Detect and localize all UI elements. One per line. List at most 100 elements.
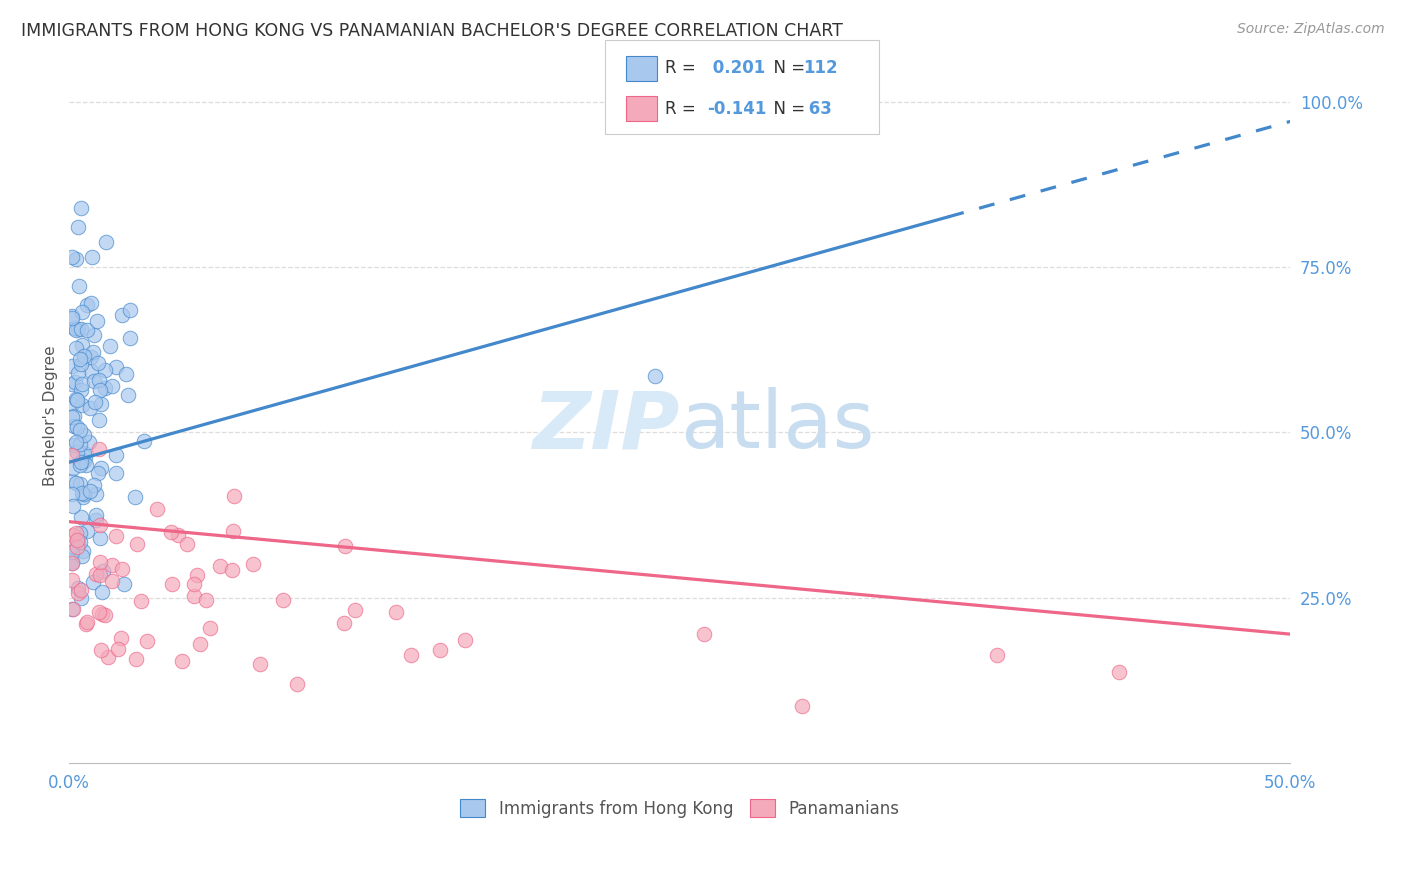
Point [66, 219, 89, 234]
Point [105, 466, 128, 480]
Text: 112: 112 [803, 59, 838, 78]
Point [89, 555, 111, 569]
Point [70, 399, 93, 413]
Point [82, 344, 104, 359]
Point [84, 566, 107, 581]
Point [62, 418, 84, 433]
Text: N =: N = [763, 100, 811, 118]
Point [69, 535, 91, 549]
Point [87, 466, 110, 480]
Point [67, 321, 90, 335]
Point [73, 454, 96, 468]
Point [94, 363, 117, 377]
Text: N =: N = [763, 59, 811, 78]
Point [66, 419, 89, 434]
Point [188, 637, 211, 651]
Point [60, 545, 83, 559]
Point [69, 321, 91, 335]
Point [73, 486, 96, 500]
Point [167, 527, 190, 541]
Point [101, 378, 124, 392]
Text: 63: 63 [803, 100, 832, 118]
Point [69, 583, 91, 598]
Point [60, 556, 83, 570]
Point [66, 393, 89, 408]
Point [62, 602, 84, 616]
Point [162, 577, 184, 591]
Point [60, 539, 83, 553]
Point [62, 527, 84, 541]
Point [90, 643, 112, 657]
Point [644, 369, 666, 384]
Point [87, 373, 110, 387]
Point [285, 676, 308, 690]
Point [63, 320, 86, 334]
Text: IMMIGRANTS FROM HONG KONG VS PANAMANIAN BACHELOR'S DEGREE CORRELATION CHART: IMMIGRANTS FROM HONG KONG VS PANAMANIAN … [21, 22, 844, 40]
Point [90, 607, 112, 621]
Point [60, 309, 83, 323]
Point [186, 567, 208, 582]
Point [66, 586, 89, 600]
Point [82, 575, 104, 590]
Point [118, 303, 141, 318]
Point [70, 376, 93, 391]
Point [60, 573, 83, 587]
Point [221, 563, 243, 577]
Point [105, 449, 128, 463]
Point [1108, 665, 1130, 679]
Point [97, 650, 120, 665]
Point [91, 584, 114, 599]
Point [145, 502, 167, 516]
Point [83, 328, 105, 343]
Point [73, 450, 96, 464]
Point [107, 641, 129, 656]
Text: 0.201: 0.201 [707, 59, 765, 78]
Point [76, 524, 98, 538]
Point [69, 437, 91, 451]
Point [65, 526, 87, 541]
Point [89, 518, 111, 533]
Point [69, 351, 91, 366]
Point [332, 615, 354, 630]
Point [80, 296, 103, 310]
Point [249, 657, 271, 671]
Point [87, 605, 110, 619]
Point [132, 434, 155, 448]
Point [136, 634, 159, 648]
Point [62, 460, 84, 475]
Point [89, 567, 111, 582]
Point [70, 591, 93, 606]
Point [72, 491, 94, 505]
Point [60, 311, 83, 326]
Point [72, 338, 94, 352]
Point [70, 510, 93, 524]
Text: Source: ZipAtlas.com: Source: ZipAtlas.com [1237, 22, 1385, 37]
Point [72, 544, 94, 558]
Point [60, 377, 83, 392]
Point [69, 423, 91, 437]
Point [60, 410, 83, 425]
Point [224, 489, 246, 503]
Y-axis label: Bachelor's Degree: Bachelor's Degree [44, 345, 58, 486]
Point [112, 576, 135, 591]
Point [84, 513, 107, 527]
Point [385, 606, 408, 620]
Point [160, 525, 183, 540]
Point [125, 537, 148, 551]
Point [124, 490, 146, 504]
Point [242, 557, 264, 571]
Point [83, 374, 105, 388]
Point [75, 616, 97, 631]
Point [120, 331, 142, 345]
Point [65, 435, 87, 450]
Point [453, 632, 475, 647]
Text: R =: R = [665, 59, 702, 78]
Point [222, 524, 245, 538]
Point [70, 549, 93, 564]
Point [986, 648, 1008, 662]
Point [65, 375, 87, 389]
Point [65, 444, 87, 458]
Point [124, 652, 146, 666]
Point [69, 202, 91, 216]
Point [86, 314, 108, 328]
